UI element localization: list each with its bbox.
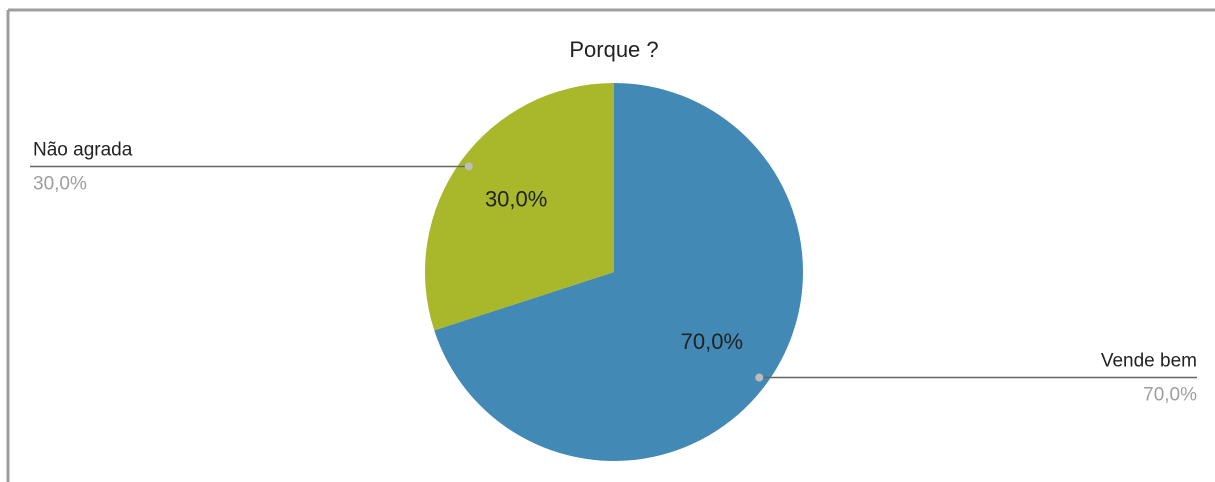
legend-label: Vende bem [1101, 351, 1197, 372]
legend-percent: 30,0% [33, 173, 87, 194]
pie-slice [425, 83, 614, 331]
leader-dot [464, 162, 473, 171]
chart-title: Porque ? [569, 37, 658, 62]
legend-label: Não agrada [33, 139, 133, 160]
leader-dot [755, 373, 764, 382]
slice-label: 70,0% [681, 329, 743, 354]
slice-label: 30,0% [485, 187, 547, 212]
pie-slice [434, 83, 804, 461]
legend-percent: 70,0% [1143, 385, 1197, 406]
